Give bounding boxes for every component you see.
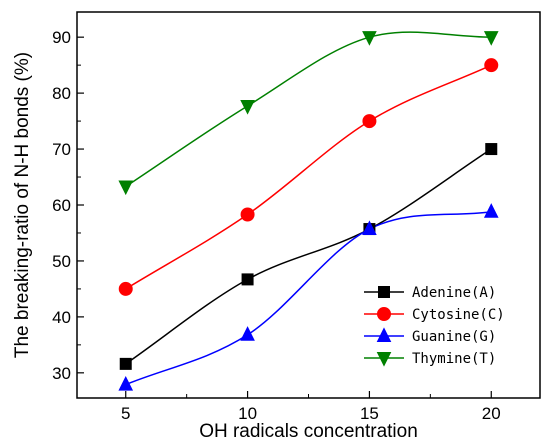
y-tick-label-4: 70 <box>52 140 71 159</box>
x-axis-title: OH radicals concentration <box>199 421 418 442</box>
legend: Adenine(A) Cytosine(C) Guanine(G) Thymine(T… <box>364 285 505 367</box>
series-line-3 <box>125 31 492 188</box>
y-tick-label-3: 60 <box>52 196 71 215</box>
y-axis-title: The breaking-ratio of N-H bonds (%) <box>12 52 33 358</box>
data-point-s3-p1 <box>240 99 255 115</box>
legend-swatch-marker-3 <box>376 352 392 367</box>
data-point-s0-p1 <box>241 273 254 286</box>
data-point-s2-p3 <box>483 203 499 218</box>
x-tick-label-2: 15 <box>360 404 379 423</box>
x-tick-label-1: 10 <box>238 404 257 423</box>
legend-swatch-marker-1 <box>377 307 391 321</box>
legend-item-3: Thymine(T) <box>364 351 496 367</box>
legend-item-0: Adenine(A) <box>364 285 496 301</box>
legend-swatch-marker-0 <box>378 286 390 298</box>
data-point-s3-p2 <box>362 31 377 46</box>
data-point-s2-p1 <box>240 326 255 341</box>
y-tick-label-0: 30 <box>52 364 71 383</box>
series-markers <box>118 31 499 391</box>
series-lines <box>125 31 492 386</box>
legend-label-3: Thymine(T) <box>412 351 496 367</box>
data-point-s1-p2 <box>362 114 377 129</box>
data-point-s3-p3 <box>483 31 499 46</box>
legend-label-1: Cytosine(C) <box>412 307 505 323</box>
data-point-s1-p0 <box>118 281 133 296</box>
y-tick-label-1: 40 <box>52 308 71 327</box>
legend-swatch-marker-2 <box>376 327 392 342</box>
data-point-s3-p0 <box>118 180 134 196</box>
legend-item-2: Guanine(G) <box>364 327 496 345</box>
x-tick-label-0: 5 <box>121 404 130 423</box>
series-line-1 <box>125 64 492 290</box>
data-point-s2-p0 <box>118 375 134 391</box>
y-tick-label-6: 90 <box>52 28 71 47</box>
y-tick-label-5: 80 <box>52 84 71 103</box>
plot-frame <box>76 11 541 399</box>
data-point-s2-p2 <box>362 220 377 236</box>
y-tick-label-2: 50 <box>52 252 71 271</box>
data-point-s0-p3 <box>485 143 498 156</box>
legend-label-0: Adenine(A) <box>412 285 496 301</box>
data-point-s1-p3 <box>484 58 499 73</box>
series-line-2 <box>125 210 492 386</box>
legend-item-1: Cytosine(C) <box>364 307 505 323</box>
x-tick-label-3: 20 <box>482 404 501 423</box>
data-point-s0-p0 <box>119 357 132 370</box>
tick-labels: 5 10 15 20 30 40 50 60 70 80 90 <box>52 28 501 423</box>
series-line-0 <box>125 148 492 365</box>
legend-label-2: Guanine(G) <box>412 329 496 345</box>
data-point-s1-p1 <box>240 207 255 222</box>
